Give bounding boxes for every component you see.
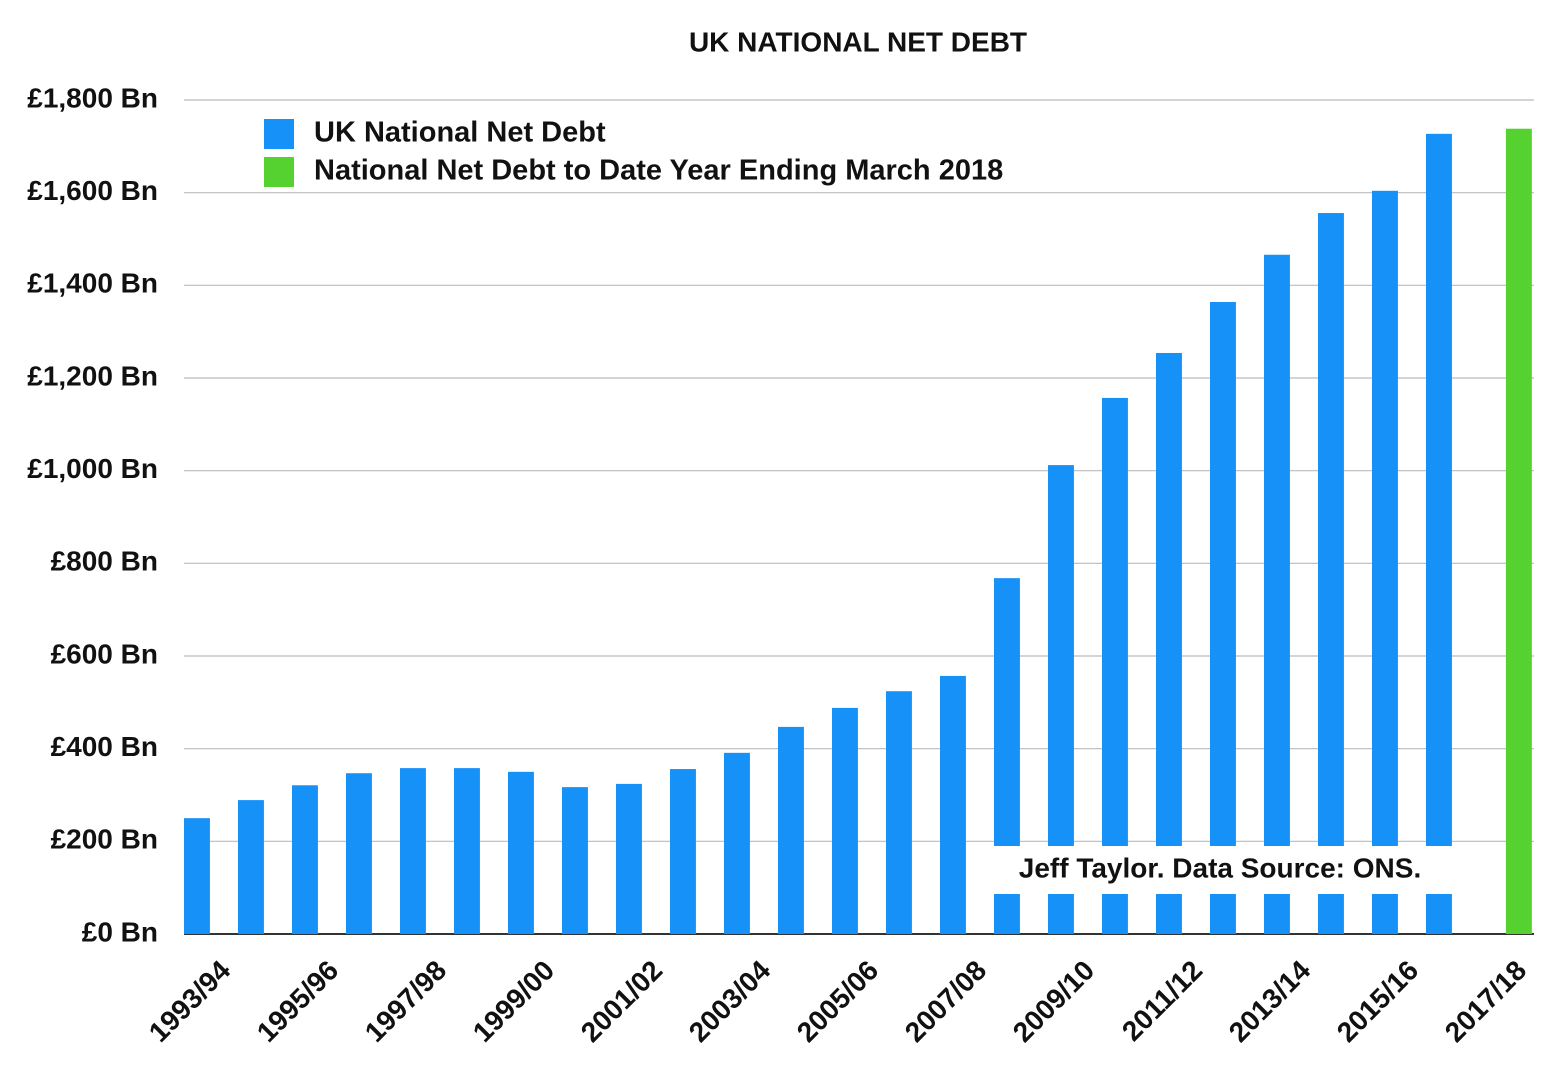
chart-title: UK NATIONAL NET DEBT: [689, 26, 1027, 57]
y-tick-label: £400 Bn: [51, 731, 158, 762]
bar: [1156, 352, 1182, 935]
bar: [454, 768, 480, 934]
x-tick-label: 2007/08: [899, 954, 992, 1047]
y-tick-label: £0 Bn: [82, 916, 158, 947]
bar: [724, 752, 750, 934]
x-tick-label: 2003/04: [683, 954, 777, 1048]
x-tick-label: 2013/14: [1223, 954, 1317, 1048]
legend-swatch: [264, 157, 294, 187]
y-tick-label: £1,200 Bn: [27, 360, 158, 391]
x-tick-label: 2015/16: [1331, 954, 1424, 1047]
y-tick-label: £1,400 Bn: [27, 268, 158, 299]
bar: [292, 785, 318, 934]
x-tick-label: 1997/98: [359, 954, 452, 1047]
bar: [1210, 302, 1236, 935]
y-tick-label: £600 Bn: [51, 638, 158, 669]
y-tick-label: £1,000 Bn: [27, 453, 158, 484]
x-tick-label: 1993/94: [143, 954, 237, 1048]
bar: [508, 771, 534, 934]
bar: [238, 800, 264, 934]
bar: [1102, 397, 1128, 934]
legend-swatch: [264, 119, 294, 149]
bar: [1372, 190, 1398, 934]
bar: [1426, 133, 1452, 934]
bar: [886, 691, 912, 934]
y-tick-label: £800 Bn: [51, 546, 158, 577]
y-tick-label: £1,600 Bn: [27, 175, 158, 206]
annotation-background: [980, 846, 1470, 894]
y-tick-label: £200 Bn: [51, 824, 158, 855]
legend-label: National Net Debt to Date Year Ending Ma…: [314, 155, 1003, 187]
annotation: Jeff Taylor. Data Source: ONS.: [1019, 852, 1422, 883]
bar: [832, 707, 858, 934]
x-tick-label: 2011/12: [1116, 954, 1208, 1046]
bar: [1318, 213, 1344, 934]
bar: [1264, 254, 1290, 935]
x-tick-label: 2009/10: [1007, 954, 1100, 1047]
x-tick-label: 2001/02: [575, 954, 668, 1047]
bar: [670, 769, 696, 934]
bar: [346, 773, 372, 934]
bar: [562, 787, 588, 934]
x-tick-label: 2005/06: [791, 954, 884, 1047]
x-tick-label: 2017/18: [1439, 954, 1532, 1047]
bar: [184, 818, 210, 934]
bar: [616, 783, 642, 934]
bar: [400, 768, 426, 934]
legend-label: UK National Net Debt: [314, 117, 606, 149]
bar: [940, 675, 966, 934]
x-tick-label: 1995/96: [251, 954, 344, 1047]
bar: [778, 726, 804, 934]
x-tick-label: 1999/00: [467, 954, 560, 1047]
bar: [1505, 128, 1532, 934]
y-tick-label: £1,800 Bn: [27, 82, 158, 113]
